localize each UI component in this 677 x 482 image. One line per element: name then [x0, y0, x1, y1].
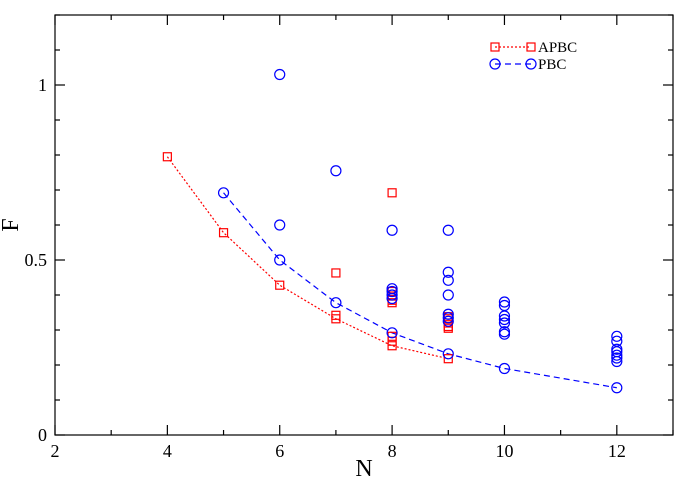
- data-point-pbc: [330, 165, 342, 177]
- data-point-pbc: [498, 313, 511, 326]
- data-point-pbc: [442, 289, 454, 301]
- data-point-pbc: [611, 349, 623, 361]
- data-point-pbc: [442, 308, 454, 320]
- data-point-pbc: [611, 355, 623, 368]
- x-axis-label: N: [355, 456, 372, 482]
- data-point-apbc: [443, 354, 453, 364]
- data-point-pbc: [274, 219, 286, 231]
- y-tick-label: 0.5: [25, 250, 48, 270]
- data-point-pbc: [498, 328, 511, 340]
- data-point-pbc: [386, 224, 398, 236]
- data-point-pbc: [498, 310, 511, 322]
- data-point-pbc-legend-end: [525, 58, 537, 70]
- data-point-apbc: [331, 268, 341, 278]
- data-point-pbc: [498, 362, 511, 375]
- data-point-apbc: [218, 228, 229, 238]
- y-tick-label: 1: [38, 75, 47, 95]
- data-point-apbc: [387, 341, 397, 351]
- data-point-pbc: [386, 285, 398, 298]
- axis-ticks: [54, 14, 674, 436]
- x-tick-label: 4: [163, 441, 172, 461]
- data-point-apbc: [162, 152, 172, 162]
- data-point-pbc: [498, 296, 511, 308]
- series-points: [162, 68, 623, 394]
- plot-frame: [54, 14, 674, 436]
- data-point-pbc: [386, 292, 398, 305]
- x-tick-label: 12: [608, 441, 626, 461]
- data-point-apbc: [387, 298, 397, 308]
- data-point-pbc: [274, 254, 286, 266]
- series-line-apbc: [166, 156, 449, 360]
- data-point-apbc: [387, 188, 397, 198]
- axis-tick-labels: 2 4 6 8 10 12 0 0.5 1: [25, 75, 626, 461]
- data-point-pbc: [498, 317, 511, 329]
- y-axis-label: F: [0, 218, 24, 231]
- data-point-pbc: [442, 274, 454, 286]
- data-point-apbc: [275, 280, 285, 290]
- data-point-pbc: [330, 297, 342, 309]
- data-point-pbc: [442, 224, 454, 236]
- x-tick-label: 6: [275, 441, 284, 461]
- data-point-apbc-legend-start: [490, 42, 500, 52]
- x-tick-label: 8: [388, 441, 397, 461]
- data-point-apbc-legend-end: [526, 42, 536, 52]
- x-tick-label: 2: [51, 441, 60, 461]
- series-lines: [166, 156, 617, 389]
- data-point-pbc: [217, 187, 230, 199]
- data-point-apbc: [331, 314, 341, 324]
- x-tick-label: 10: [495, 441, 513, 461]
- legend-label-pbc: PBC: [538, 57, 566, 73]
- data-point-pbc: [442, 348, 454, 360]
- data-point-pbc: [274, 68, 286, 81]
- data-point-pbc: [442, 312, 454, 324]
- series-line-pbc: [223, 192, 617, 389]
- y-tick-label: 0: [38, 425, 47, 445]
- data-point-pbc: [611, 352, 623, 364]
- data-point-apbc: [443, 323, 453, 333]
- legend-label-apbc: APBC: [538, 40, 577, 56]
- data-point-pbc: [611, 330, 623, 342]
- data-point-pbc-legend-start: [489, 58, 501, 70]
- data-point-pbc: [442, 315, 454, 327]
- data-point-pbc: [611, 382, 623, 394]
- data-point-pbc: [442, 266, 454, 278]
- data-point-pbc: [386, 327, 398, 339]
- data-point-pbc: [386, 289, 398, 301]
